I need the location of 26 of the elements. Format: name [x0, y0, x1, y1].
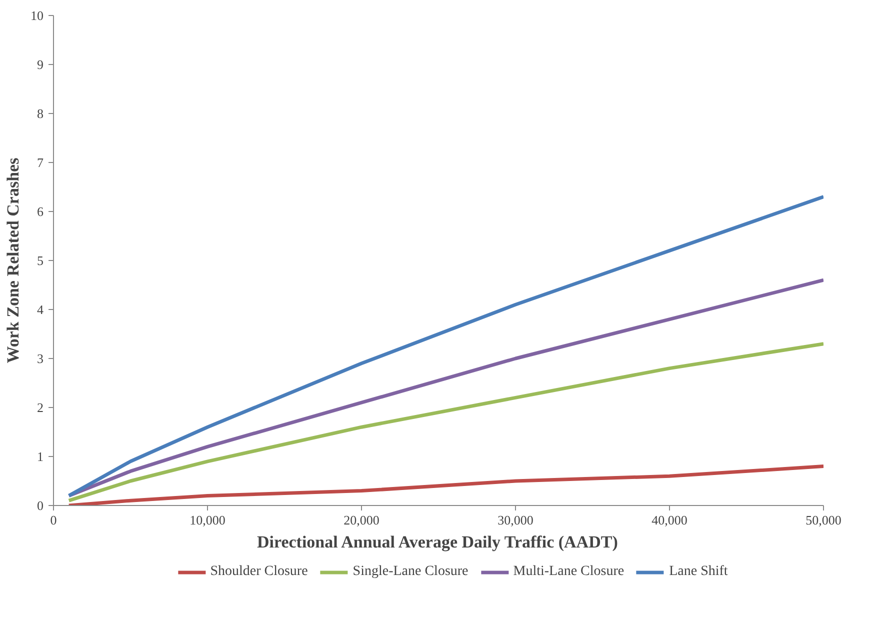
x-tick-label: 20,000: [344, 512, 380, 528]
x-tick-label: 40,000: [652, 512, 688, 528]
y-tick-label: 8: [37, 106, 44, 121]
y-tick-label: 2: [37, 400, 44, 415]
y-tick-label: 9: [37, 57, 44, 72]
x-tick-label: 0: [50, 512, 57, 528]
x-tick-label: 10,000: [190, 512, 226, 528]
legend-label: Lane Shift: [669, 564, 728, 580]
y-tick-label: 4: [37, 302, 44, 317]
x-tick-label: 30,000: [498, 512, 534, 528]
y-tick-label: 1: [37, 449, 44, 464]
legend-label: Shoulder Closure: [210, 564, 308, 580]
y-axis-title: Work Zone Related Crashes: [4, 157, 22, 364]
x-axis-title: Directional Annual Average Daily Traffic (AADT): [256, 532, 618, 552]
y-tick-label: 5: [37, 253, 44, 268]
y-tick-label: 3: [37, 351, 44, 366]
y-tick-label: 7: [37, 155, 44, 170]
line-series: [67, 342, 824, 502]
y-tick-label: 6: [37, 204, 44, 219]
x-tick-label: 50,000: [806, 512, 842, 528]
legend-label: Single-Lane Closure: [352, 564, 468, 580]
legend-label: Multi-Lane Closure: [513, 564, 624, 580]
line-series: [67, 195, 824, 498]
y-tick-label: 10: [30, 8, 44, 23]
line-series: [67, 464, 824, 506]
y-tick-label: 0: [37, 498, 44, 513]
